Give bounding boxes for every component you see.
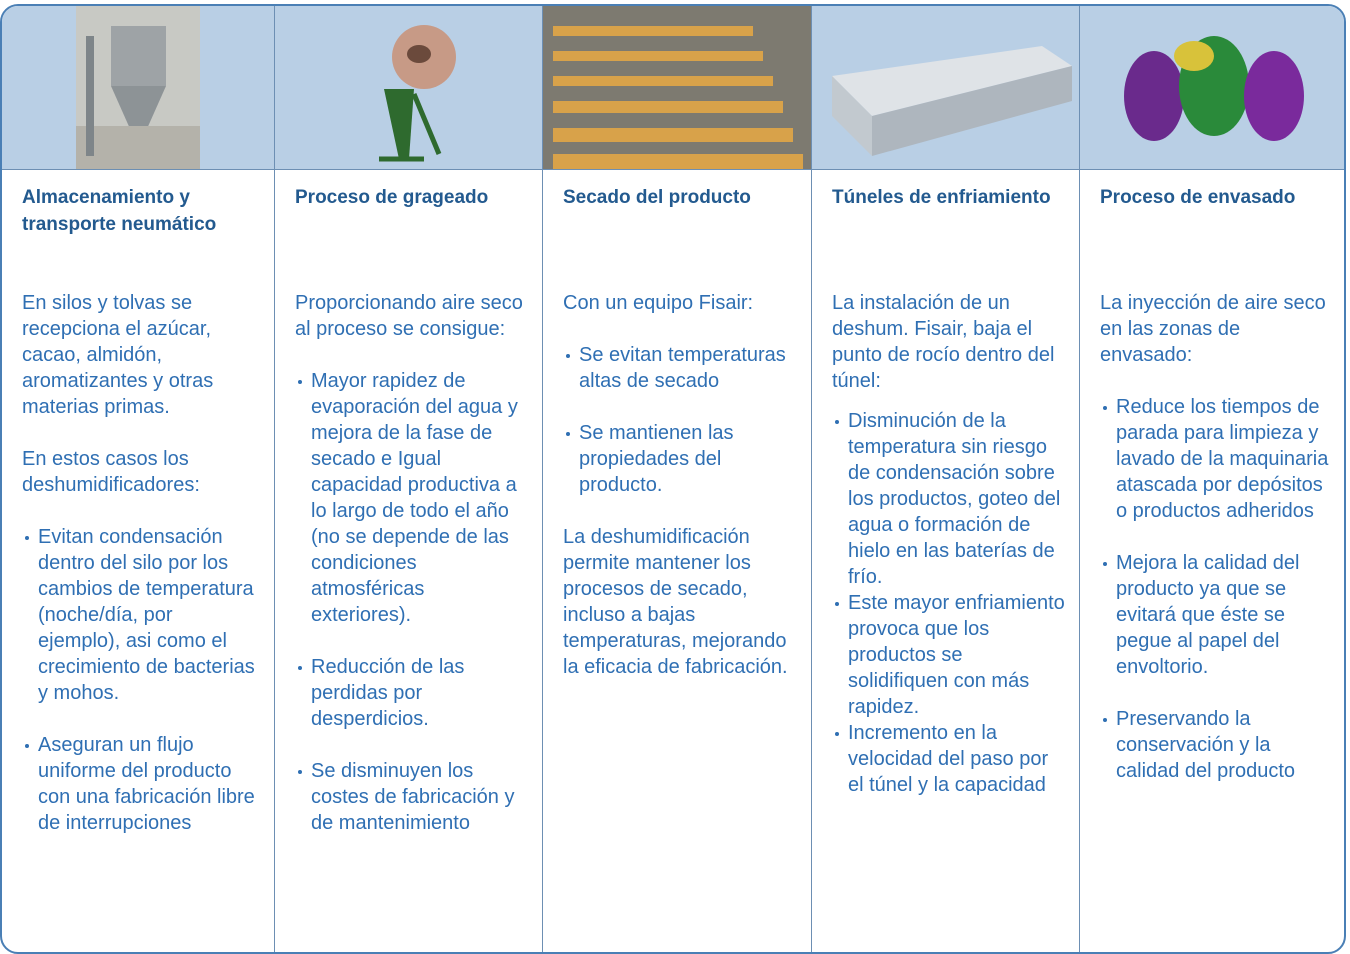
column: Proceso de grageado Proporcionando aire s…	[275, 170, 543, 952]
column: Proceso de envasado La inyección de aire …	[1080, 170, 1344, 952]
bullet-item: Se mantienen las propiedades del product…	[563, 420, 797, 498]
bullet-item: Disminución de la temperatura sin riesgo…	[832, 408, 1065, 590]
bullet-item: Mayor rapidez de evaporación del agua y …	[295, 368, 528, 628]
paragraph: Proporcionando aire seco al proceso se c…	[295, 292, 523, 340]
photo-drum	[378, 25, 456, 162]
paragraph: En estos casos los deshumidificadores:	[22, 448, 200, 496]
image-row	[2, 6, 1344, 170]
bullet-item: Evitan condensación dentro del silo por …	[22, 524, 260, 706]
image-cell	[275, 6, 543, 169]
paragraph: La deshumidificación permite mantener lo…	[563, 526, 788, 678]
text-row: Almacenamiento y transporte neumático En …	[2, 170, 1344, 952]
column: Secado del producto Con un equipo Fisair:…	[543, 170, 812, 952]
column: Túneles de enfriamiento La instalación de…	[812, 170, 1080, 952]
paragraph: La instalación de un deshum. Fisair, baj…	[832, 292, 1055, 392]
column-title: Proceso de grageado	[295, 187, 489, 208]
paragraph: La inyección de aire seco en las zonas d…	[1100, 292, 1326, 366]
bullet-item: Se evitan temperaturas altas de secado	[563, 342, 797, 394]
table-frame: Almacenamiento y transporte neumático En …	[0, 4, 1346, 954]
bullet-item: Preservando la conservación y la calidad…	[1100, 706, 1334, 784]
image-cell	[1080, 6, 1344, 169]
bullet-list: Se evitan temperaturas altas de secado Se…	[563, 342, 797, 498]
bullet-item: Incremento en la velocidad del paso por …	[832, 720, 1065, 798]
bullet-item: Reduce los tiempos de parada para limpie…	[1100, 394, 1334, 524]
bullet-item: Mejora la calidad del producto ya que se…	[1100, 550, 1334, 680]
bullet-list: Disminución de la temperatura sin riesgo…	[832, 408, 1065, 798]
bullet-item: Se disminuyen los costes de fabricación …	[295, 758, 528, 836]
bullet-list: Reduce los tiempos de parada para limpie…	[1100, 394, 1334, 784]
bullet-list: Evitan condensación dentro del silo por …	[22, 524, 260, 836]
paragraph: En silos y tolvas se recepciona el azúca…	[22, 292, 214, 418]
image-cell	[2, 6, 275, 169]
photo-dryer	[543, 6, 811, 169]
column-title: Almacenamiento y transporte neumático	[22, 187, 217, 235]
photo-silo	[76, 6, 200, 169]
bullet-item: Aseguran un flujo uniforme del producto …	[22, 732, 260, 836]
photo-tunnel	[832, 46, 1072, 156]
column-title: Proceso de envasado	[1100, 187, 1296, 208]
paragraph: Con un equipo Fisair:	[563, 292, 754, 314]
image-cell	[543, 6, 812, 169]
image-cell	[812, 6, 1080, 169]
column-title: Túneles de enfriamiento	[832, 187, 1051, 208]
photo-candies	[1124, 36, 1304, 141]
bullet-item: Este mayor enfriamiento provoca que los …	[832, 590, 1065, 720]
column: Almacenamiento y transporte neumático En …	[2, 170, 275, 952]
bullet-list: Mayor rapidez de evaporación del agua y …	[295, 368, 528, 836]
column-title: Secado del producto	[563, 187, 751, 208]
bullet-item: Reducción de las perdidas por desperdici…	[295, 654, 528, 732]
